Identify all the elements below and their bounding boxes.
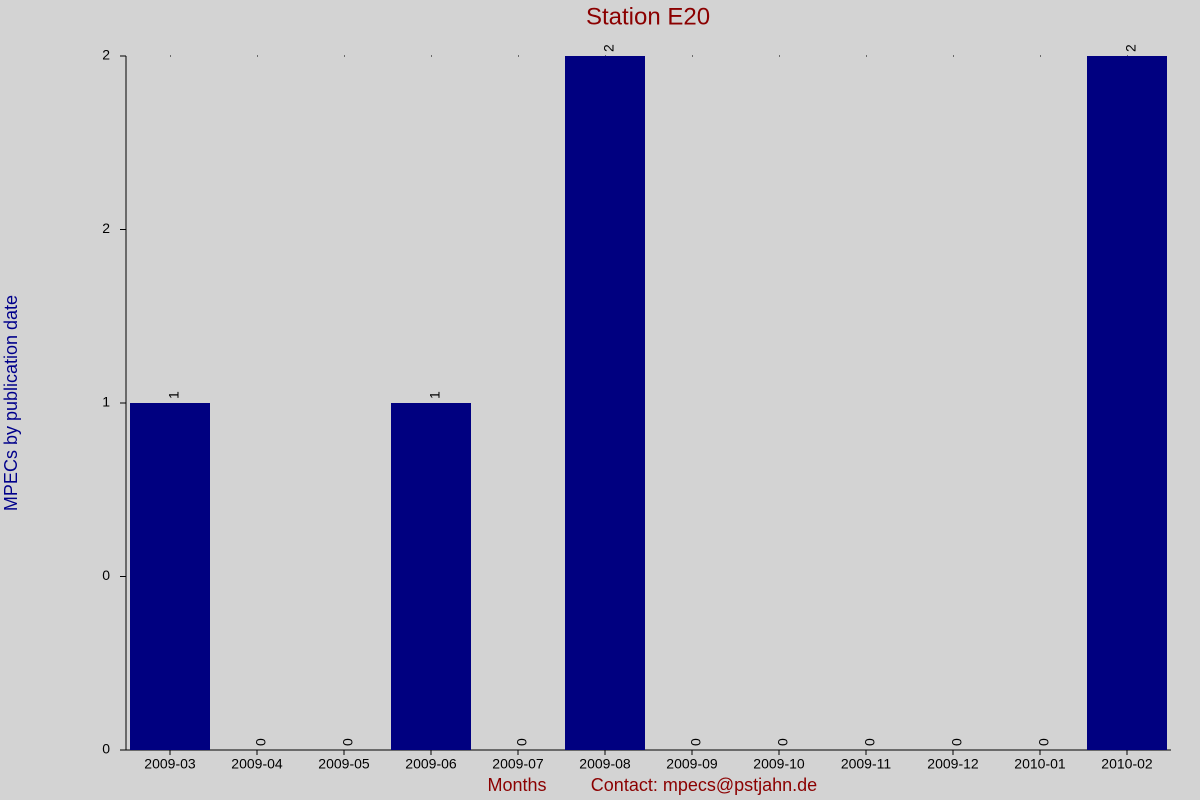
- x-tick-label: 2009-11: [841, 756, 892, 772]
- value-label: 0: [253, 738, 269, 746]
- value-label: 0: [340, 738, 356, 746]
- y-axis-label: MPECs by publication date: [1, 295, 21, 511]
- bar: [391, 403, 471, 750]
- x-tick-label: 2009-07: [492, 756, 544, 772]
- value-label: 0: [1036, 738, 1052, 746]
- y-tick-label: 2: [102, 47, 110, 63]
- x-tick-label: 2009-09: [666, 756, 718, 772]
- value-label: 2: [1123, 44, 1139, 52]
- top-dot: [779, 55, 780, 57]
- contact: Contact: mpecs@pstjahn.de: [591, 775, 817, 795]
- top-dot: [692, 55, 693, 57]
- x-tick-label: 2009-06: [405, 756, 457, 772]
- x-axis-label: Months: [487, 775, 546, 795]
- x-tick-label: 2009-08: [579, 756, 631, 772]
- y-tick-label: 1: [102, 394, 110, 410]
- top-dot: [257, 55, 258, 57]
- value-label: 0: [949, 738, 965, 746]
- value-label: 0: [862, 738, 878, 746]
- top-dot: [344, 55, 345, 57]
- x-tick-label: 2009-04: [231, 756, 283, 772]
- value-label: 0: [688, 738, 704, 746]
- x-tick-label: 2010-01: [1014, 756, 1066, 772]
- chart-title: Station E20: [586, 3, 710, 30]
- value-label: 2: [601, 44, 617, 52]
- y-tick-label: 0: [102, 567, 110, 583]
- x-tick-label: 2009-05: [318, 756, 370, 772]
- x-tick-label: 2010-02: [1101, 756, 1153, 772]
- value-label: 1: [166, 391, 182, 399]
- top-dot: [866, 55, 867, 57]
- value-label: 1: [427, 391, 443, 399]
- value-label: 0: [775, 738, 791, 746]
- top-dot: [431, 55, 432, 57]
- y-tick-label: 2: [102, 220, 110, 236]
- value-label: 0: [514, 738, 530, 746]
- y-tick-label: 0: [102, 741, 110, 757]
- bar: [565, 56, 645, 750]
- bar: [1087, 56, 1167, 750]
- x-tick-label: 2009-03: [144, 756, 196, 772]
- top-dot: [170, 55, 171, 57]
- bar: [130, 403, 210, 750]
- top-dot: [953, 55, 954, 57]
- top-dot: [1040, 55, 1041, 57]
- x-tick-label: 2009-12: [927, 756, 979, 772]
- x-tick-label: 2009-10: [753, 756, 805, 772]
- top-dot: [518, 55, 519, 57]
